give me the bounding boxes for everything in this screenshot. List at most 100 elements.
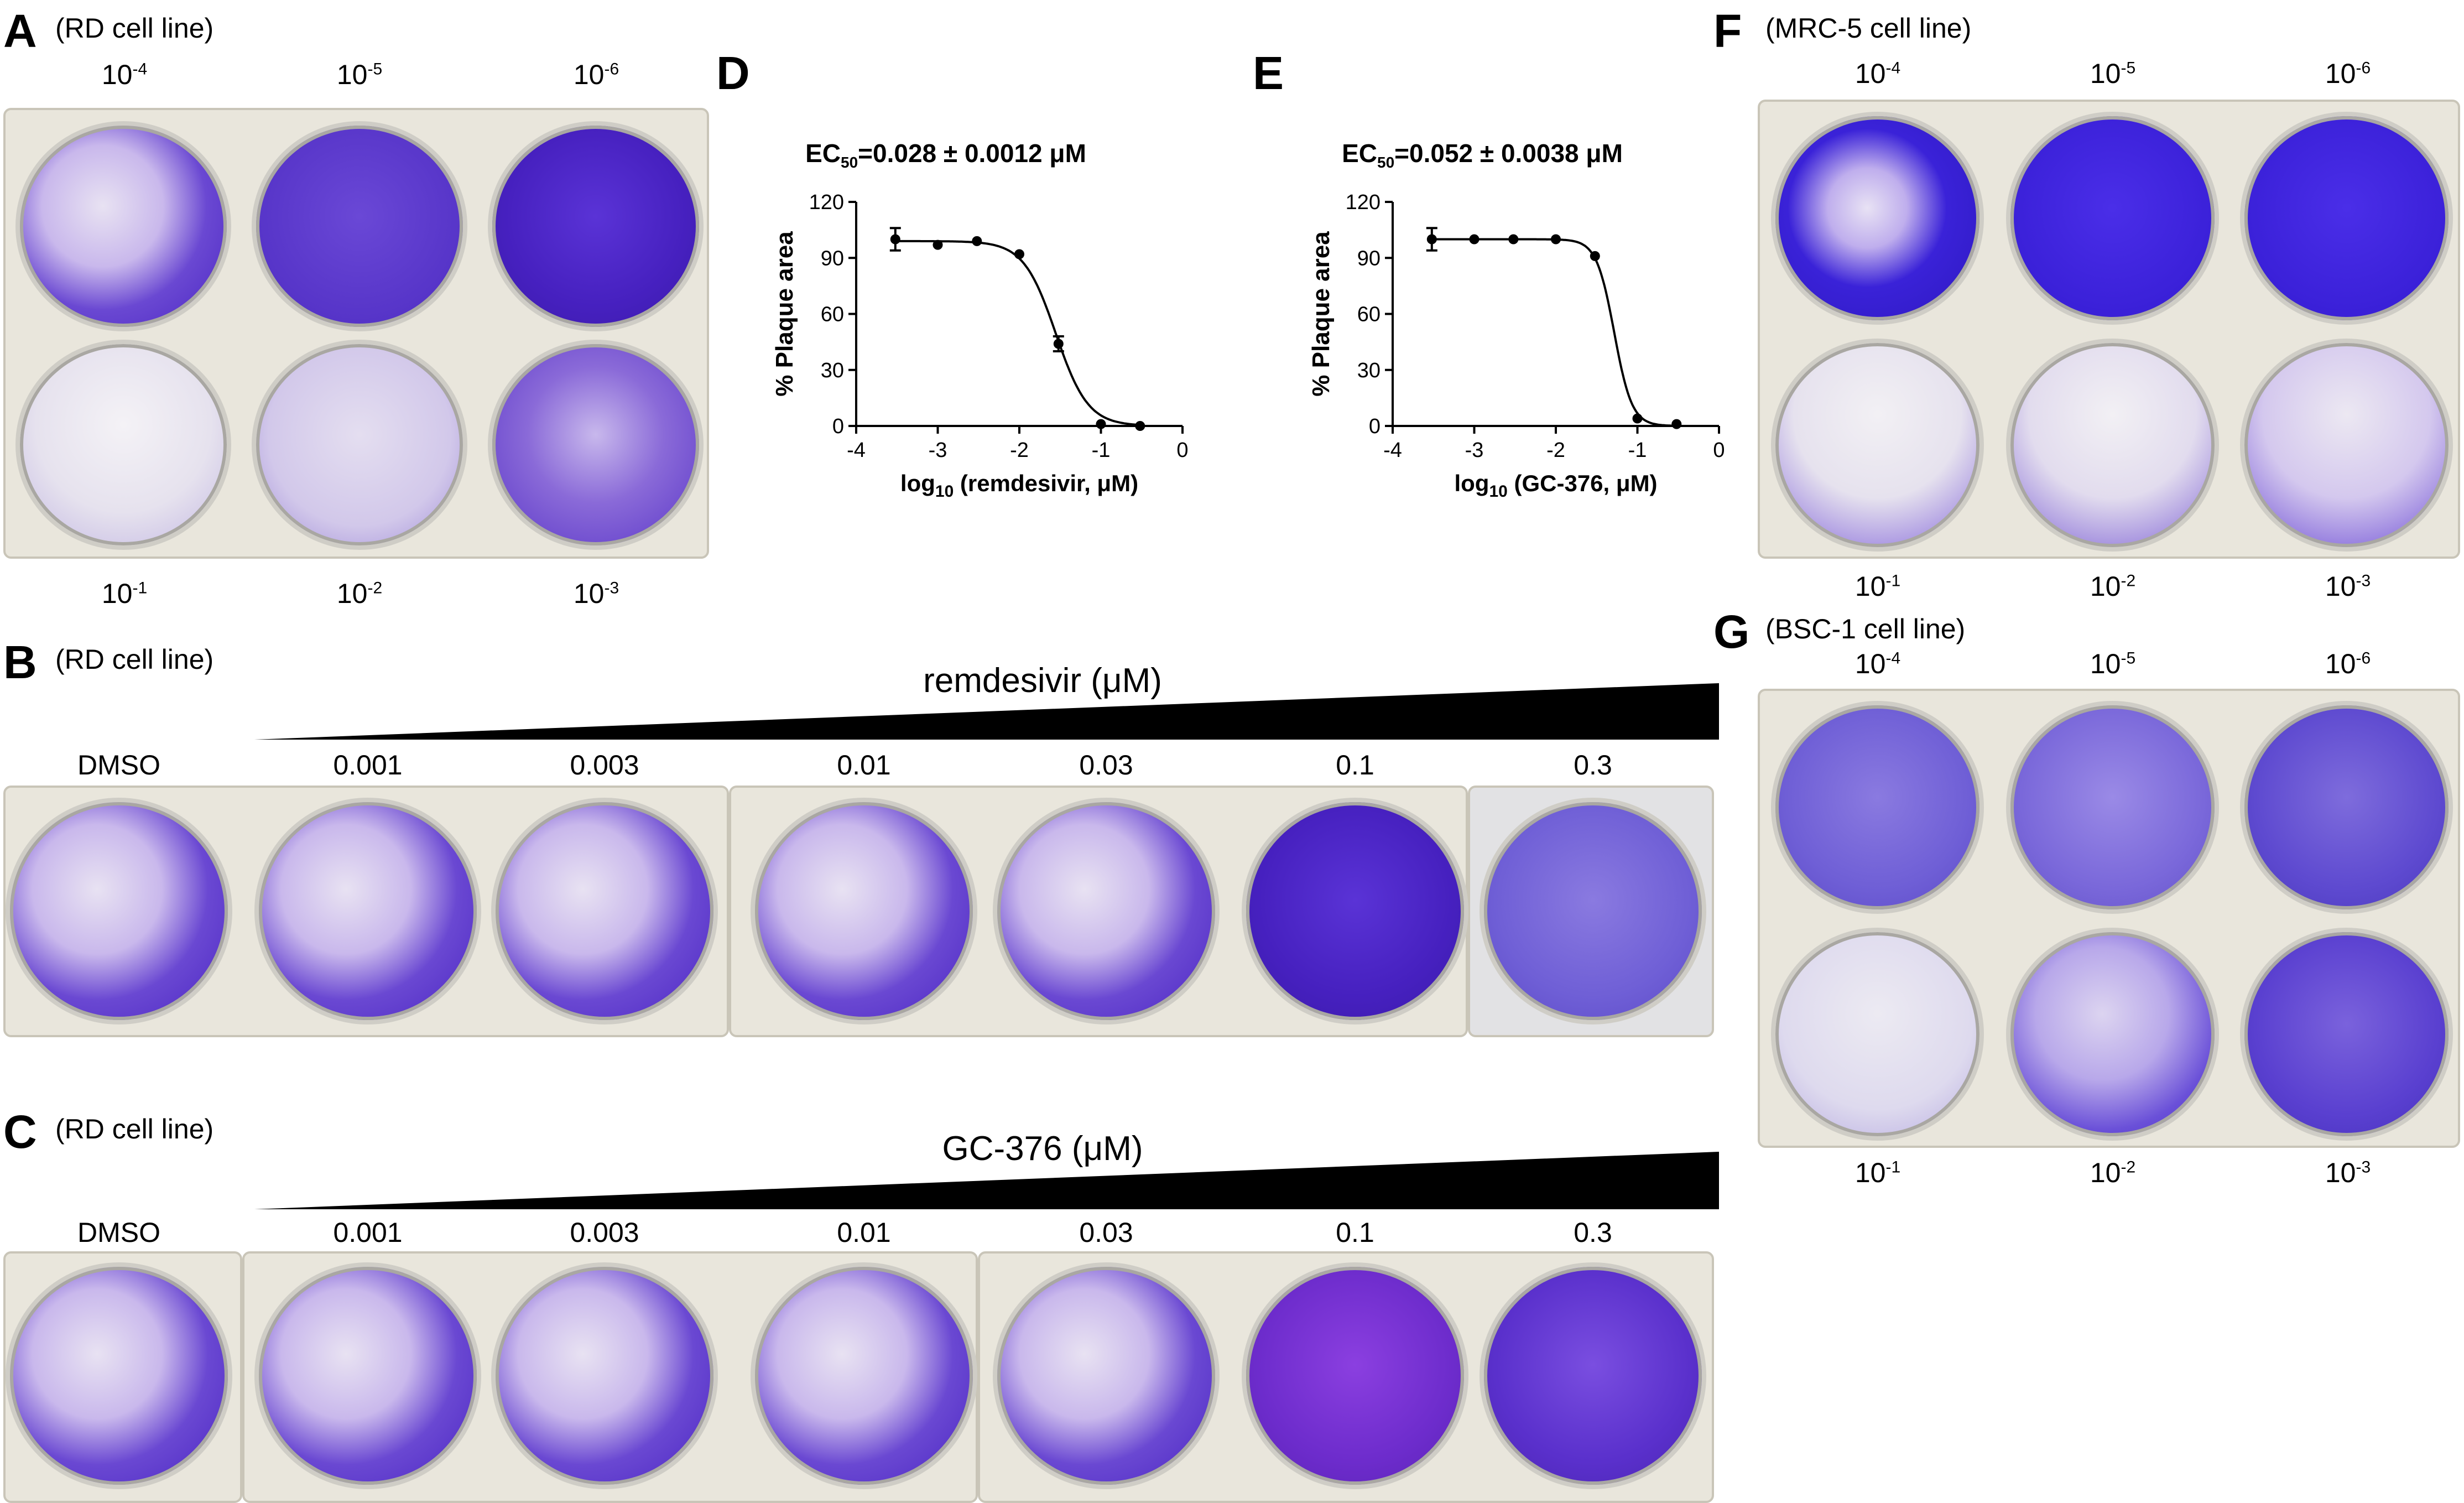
panel-c-concentration-wedge — [254, 1152, 1719, 1209]
concentration-label: 0.001 — [333, 750, 403, 781]
plate-well — [2006, 928, 2219, 1141]
dilution-label: 10-1 — [101, 578, 148, 609]
fit-curve — [1431, 238, 1677, 427]
plate-well — [1771, 112, 1984, 325]
plate-well — [1771, 928, 1984, 1141]
plate-well — [2006, 339, 2219, 552]
panel-g-cell-line: (BSC-1 cell line) — [1765, 613, 1966, 644]
plate-well — [1771, 339, 1984, 552]
x-tick-label: -2 — [1546, 439, 1565, 462]
plate-well — [993, 798, 1220, 1024]
data-point — [1508, 234, 1519, 245]
plate-well — [1771, 701, 1984, 914]
x-axis-label-prefix: log — [1454, 470, 1489, 496]
plate-well — [2240, 339, 2453, 552]
data-point — [1096, 419, 1106, 429]
data-point — [1014, 249, 1024, 259]
data-point — [1469, 234, 1480, 245]
dilution-label: 10-2 — [2090, 571, 2136, 602]
y-axis-label: % Plaque area — [1307, 231, 1335, 397]
panel-letter-c: C — [3, 1106, 37, 1158]
data-point — [933, 240, 943, 250]
panel-g-plate — [1758, 689, 2460, 1148]
panel-a-cell-line: (RD cell line) — [55, 13, 214, 44]
plate-well — [751, 798, 977, 1024]
plate-well — [1480, 1262, 1706, 1489]
data-point — [1632, 413, 1643, 424]
panel-f-plate — [1758, 100, 2460, 559]
dilution-label: 10-3 — [2325, 1157, 2371, 1188]
concentration-label: 0.003 — [570, 1217, 639, 1248]
plate-well — [15, 340, 231, 550]
dilution-label: 10-1 — [1854, 1157, 1901, 1188]
dilution-label: 10-5 — [2090, 648, 2136, 679]
y-tick-label: 90 — [1357, 247, 1381, 270]
dilution-label: 10-3 — [573, 578, 619, 609]
plate-well — [2240, 112, 2453, 325]
concentration-label: 0.1 — [1336, 1217, 1374, 1248]
panel-b-cell-line: (RD cell line) — [55, 644, 214, 675]
x-axis-label-suffix: (remdesivir, μM) — [954, 470, 1138, 496]
panel-letter-d: D — [716, 47, 750, 99]
concentration-label: 0.01 — [837, 750, 891, 781]
concentration-label: 0.01 — [837, 1217, 891, 1248]
dilution-label: 10-1 — [1854, 571, 1901, 602]
plate-well — [751, 1262, 977, 1489]
panel-f-cell-line: (MRC-5 cell line) — [1765, 13, 1972, 44]
dilution-label: 10-6 — [573, 59, 619, 90]
concentration-label: 0.3 — [1574, 1217, 1612, 1248]
panel-letter-g: G — [1713, 606, 1750, 658]
data-point — [890, 234, 900, 245]
panel-letter-e: E — [1253, 47, 1284, 99]
y-tick-label: 0 — [1369, 415, 1381, 438]
panel-letter-a: A — [3, 5, 37, 57]
fit-curve — [895, 240, 1140, 427]
plate-well — [2006, 701, 2219, 914]
x-axis-label: log10 (remdesivir, μM) — [900, 470, 1138, 501]
plate-well — [488, 121, 704, 331]
y-tick-label: 120 — [809, 191, 844, 214]
x-tick-label: -1 — [1628, 439, 1647, 462]
y-tick-label: 60 — [1357, 303, 1381, 326]
plate-well — [252, 121, 467, 331]
dilution-label: 10-3 — [2325, 571, 2371, 602]
data-point — [1671, 419, 1682, 429]
y-tick-label: 60 — [821, 303, 844, 326]
x-axis-label-prefix: log — [900, 470, 935, 496]
y-tick-label: 120 — [1346, 191, 1381, 214]
plate-well — [1242, 798, 1468, 1024]
dilution-label: 10-6 — [2325, 58, 2371, 89]
plate-well — [15, 121, 231, 331]
concentration-label: 0.03 — [1079, 1217, 1133, 1248]
plate-well — [491, 798, 718, 1024]
concentration-label: 0.001 — [333, 1217, 403, 1248]
dilution-label: 10-4 — [101, 59, 148, 90]
x-axis-label-suffix: (GC-376, μM) — [1508, 470, 1658, 496]
x-tick-label: -3 — [929, 439, 947, 462]
panel-c-drug-label: GC-376 (μM) — [942, 1130, 1143, 1168]
chart-e-title: EC50=0.052 ± 0.0038 μM — [1342, 139, 1623, 171]
x-tick-label: -4 — [1383, 439, 1402, 462]
y-tick-label: 30 — [821, 359, 844, 382]
plate-well — [2006, 112, 2219, 325]
dilution-label: 10-5 — [336, 59, 383, 90]
panel-letter-f: F — [1713, 5, 1742, 57]
plate-well — [488, 340, 704, 550]
data-point — [1426, 234, 1437, 245]
data-point — [972, 236, 982, 246]
x-tick-label: 0 — [1713, 439, 1725, 462]
plate-well — [6, 798, 232, 1024]
x-axis-label-sub: 10 — [1489, 482, 1507, 501]
concentration-label: 0.3 — [1574, 750, 1612, 781]
dilution-label: 10-2 — [336, 578, 383, 609]
panel-letter-b: B — [3, 636, 37, 688]
panel-b-concentration-wedge — [254, 683, 1719, 740]
plate-well — [6, 1262, 232, 1489]
y-axis-label: % Plaque area — [771, 231, 798, 397]
dilution-label: 10-6 — [2325, 648, 2371, 679]
chart-d-title: EC50=0.028 ± 0.0012 μM — [805, 139, 1086, 171]
concentration-label: 0.003 — [570, 750, 639, 781]
dilution-label: 10-5 — [2090, 58, 2136, 89]
x-tick-label: -2 — [1010, 439, 1029, 462]
dilution-label: 10-4 — [1854, 648, 1901, 679]
